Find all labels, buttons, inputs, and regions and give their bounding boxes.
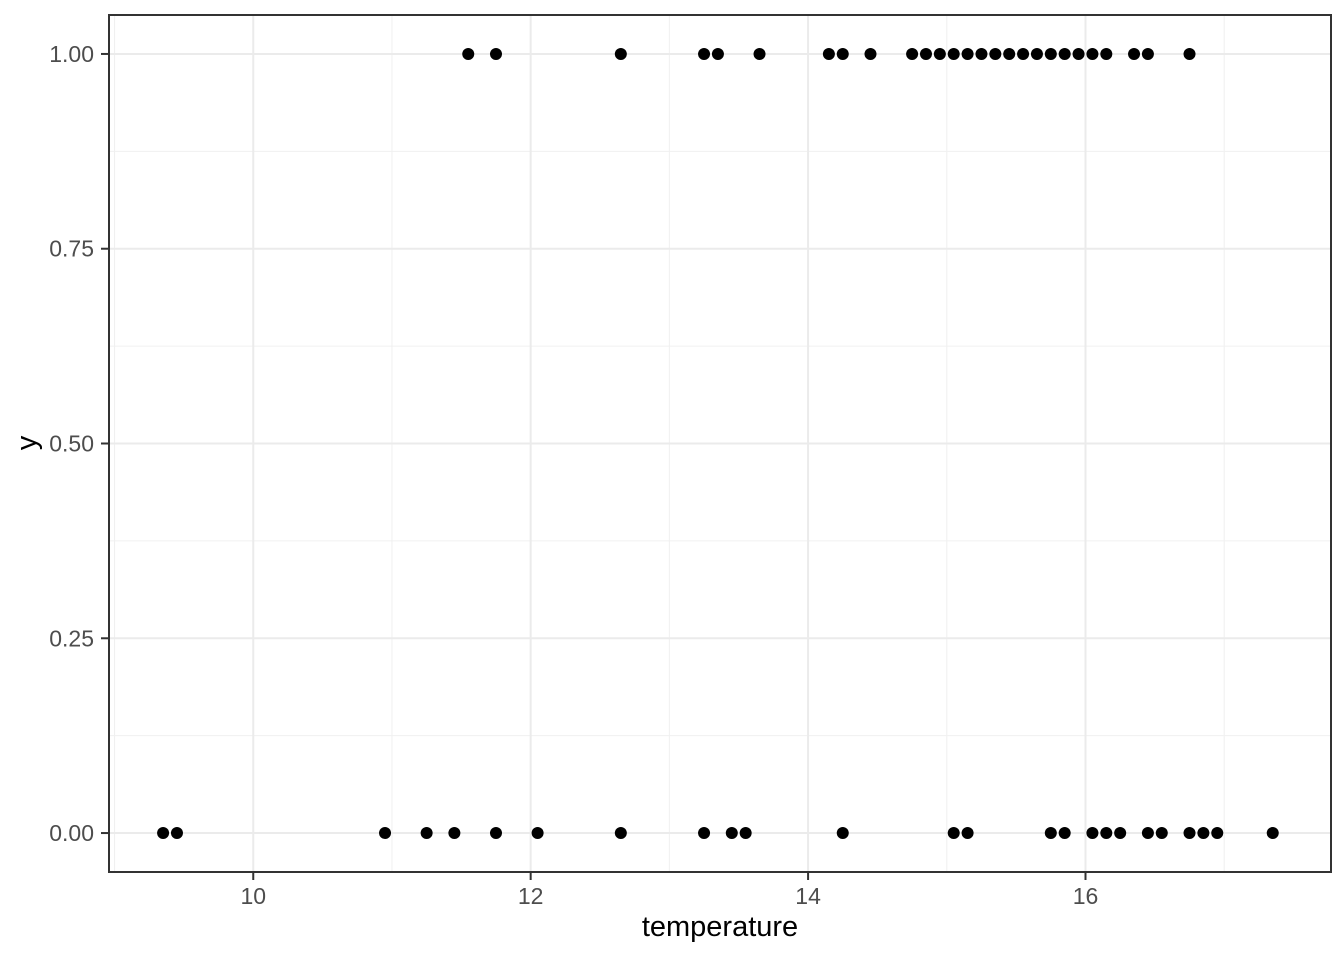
y-axis-tick-label: 0.25 — [49, 625, 94, 651]
x-axis-title: temperature — [642, 911, 798, 943]
data-point — [725, 827, 738, 840]
data-point — [1003, 47, 1016, 60]
axis-tick-labels: 10 12 14 16 0.00 0.25 0.50 0.75 1.00 — [49, 41, 1098, 909]
data-point — [1058, 827, 1071, 840]
data-point — [919, 47, 932, 60]
data-point — [822, 47, 835, 60]
data-points — [157, 47, 1279, 840]
data-point — [1211, 827, 1224, 840]
data-point — [614, 47, 627, 60]
data-point — [157, 827, 170, 840]
data-point — [1266, 827, 1279, 840]
axis-tick-marks — [101, 52, 1087, 880]
data-point — [906, 47, 919, 60]
x-axis-tick-label: 14 — [795, 883, 821, 909]
data-point — [933, 47, 946, 60]
data-point — [739, 827, 752, 840]
data-point — [1044, 47, 1057, 60]
data-point — [1128, 47, 1141, 60]
data-point — [1086, 827, 1099, 840]
data-point — [1100, 47, 1113, 60]
data-point — [947, 47, 960, 60]
data-point — [1141, 47, 1154, 60]
data-point — [531, 827, 544, 840]
y-axis-title: y — [11, 435, 43, 450]
data-point — [975, 47, 988, 60]
data-point — [420, 827, 433, 840]
data-point — [448, 827, 461, 840]
data-point — [836, 47, 849, 60]
data-point — [1183, 827, 1196, 840]
data-point — [1086, 47, 1099, 60]
data-point — [947, 827, 960, 840]
data-point — [961, 47, 974, 60]
data-point — [489, 47, 502, 60]
grid-major-lines — [109, 15, 1331, 872]
y-axis-tick-label: 0.00 — [49, 820, 94, 846]
data-point — [1183, 47, 1196, 60]
data-point — [1114, 827, 1127, 840]
x-axis-tick-label: 10 — [240, 883, 266, 909]
data-point — [1017, 47, 1030, 60]
data-point — [698, 827, 711, 840]
data-point — [753, 47, 766, 60]
data-point — [379, 827, 392, 840]
data-point — [698, 47, 711, 60]
data-point — [1058, 47, 1071, 60]
data-point — [1030, 47, 1043, 60]
y-axis-tick-label: 0.75 — [49, 236, 94, 262]
data-point — [1141, 827, 1154, 840]
data-point — [614, 827, 627, 840]
data-point — [711, 47, 724, 60]
data-point — [836, 827, 849, 840]
data-point — [1072, 47, 1085, 60]
data-point — [489, 827, 502, 840]
data-point — [1100, 827, 1113, 840]
data-point — [1197, 827, 1210, 840]
y-axis-tick-label: 0.50 — [49, 431, 94, 457]
x-axis-tick-label: 16 — [1073, 883, 1099, 909]
data-point — [989, 47, 1002, 60]
y-axis-tick-label: 1.00 — [49, 41, 94, 67]
data-point — [864, 47, 877, 60]
data-point — [462, 47, 475, 60]
data-point — [961, 827, 974, 840]
data-point — [1044, 827, 1057, 840]
x-axis-tick-label: 12 — [518, 883, 544, 909]
data-point — [170, 827, 183, 840]
data-point — [1155, 827, 1168, 840]
